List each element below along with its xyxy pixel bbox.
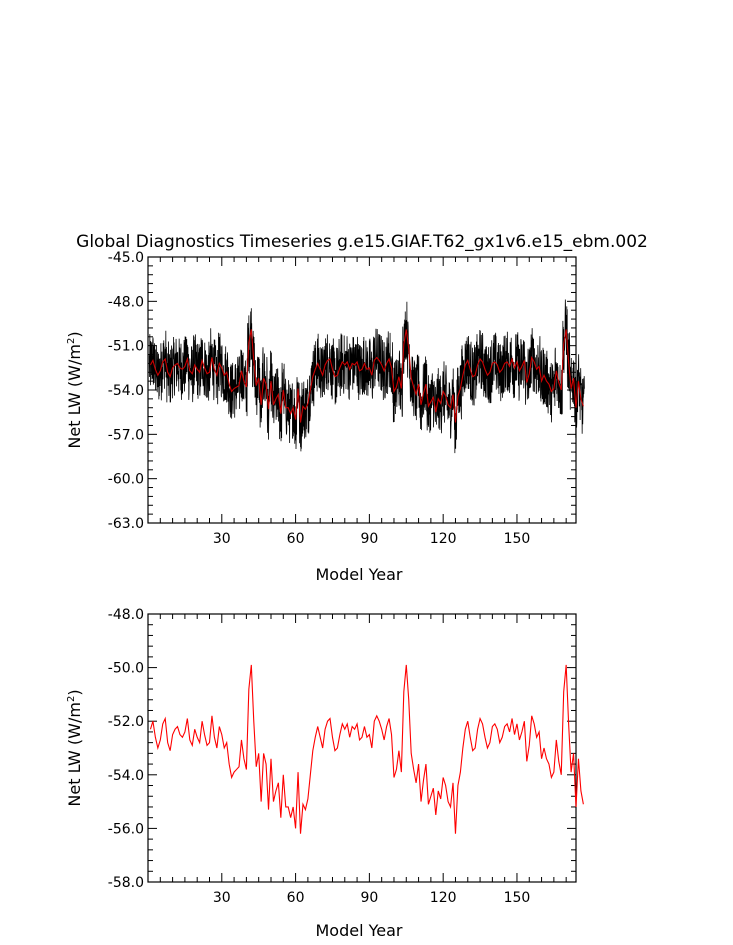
top-y-axis-label: Net LW (W/m2) [65, 331, 84, 448]
bottom-series-annual-mean [149, 664, 584, 834]
top-y-tick-label: -60.0 [108, 472, 144, 488]
bottom-plot-frame [147, 613, 577, 883]
top-x-tick-label: 90 [360, 531, 378, 547]
top-x-tick-label: 150 [504, 531, 531, 547]
bottom-x-axis: 30 60 90 120 150 [159, 614, 567, 906]
top-y-tick-label: -63.0 [108, 516, 144, 532]
top-y-axis-label-text: Net LW (W/m [65, 344, 84, 449]
bottom-y-tick-label: -58.0 [108, 875, 144, 891]
bottom-y-axis-label-sup: 2 [66, 696, 77, 702]
bottom-x-tick-label: 30 [213, 890, 231, 906]
bottom-x-axis-label: Model Year [316, 921, 403, 940]
top-x-tick-label: 120 [430, 531, 457, 547]
bottom-y-tick-label: -56.0 [108, 821, 144, 837]
top-series-annual-mean [149, 329, 584, 423]
chart-title: Global Diagnostics Timeseries g.e15.GIAF… [76, 232, 648, 252]
top-x-tick-label: 60 [287, 531, 305, 547]
bottom-y-axis: -58.0 -56.0 -54.0 -52.0 -50.0 -48.0 [108, 607, 576, 891]
top-y-tick-label: -51.0 [108, 339, 144, 355]
bottom-y-axis-label-end: ) [65, 689, 84, 695]
top-x-tick-label: 30 [213, 531, 231, 547]
bottom-x-tick-label: 90 [360, 890, 378, 906]
top-y-tick-label: -54.0 [108, 383, 144, 399]
top-panel: -63.0 -60.0 -57.0 -54.0 -51.0 -48.0 -45.0 30 60… [65, 250, 585, 584]
bottom-y-axis-label: Net LW (W/m2) [65, 689, 84, 806]
bottom-x-tick-label: 60 [287, 890, 305, 906]
bottom-series-group [149, 664, 584, 834]
top-y-tick-label: -57.0 [108, 427, 144, 443]
bottom-x-tick-label: 150 [504, 890, 531, 906]
top-x-axis-label: Model Year [316, 565, 403, 584]
bottom-y-axis-label-text: Net LW (W/m [65, 702, 84, 807]
top-x-axis: 30 60 90 120 150 [159, 257, 567, 547]
bottom-y-tick-label: -48.0 [108, 607, 144, 623]
bottom-y-tick-label: -52.0 [108, 714, 144, 730]
top-y-axis-label-end: ) [65, 331, 84, 337]
top-y-tick-label: -48.0 [108, 294, 144, 310]
top-y-tick-label: -45.0 [108, 250, 144, 266]
bottom-y-tick-label: -54.0 [108, 768, 144, 784]
top-y-axis-label-sup: 2 [66, 338, 77, 344]
bottom-y-tick-label: -50.0 [108, 661, 144, 677]
bottom-panel: -58.0 -56.0 -54.0 -52.0 -50.0 -48.0 30 60 90 120… [65, 607, 584, 940]
bottom-x-tick-label: 120 [430, 890, 457, 906]
top-series-monthly [148, 299, 585, 454]
top-y-axis: -63.0 -60.0 -57.0 -54.0 -51.0 -48.0 -45.0 [108, 250, 576, 532]
top-series-group [148, 299, 585, 454]
